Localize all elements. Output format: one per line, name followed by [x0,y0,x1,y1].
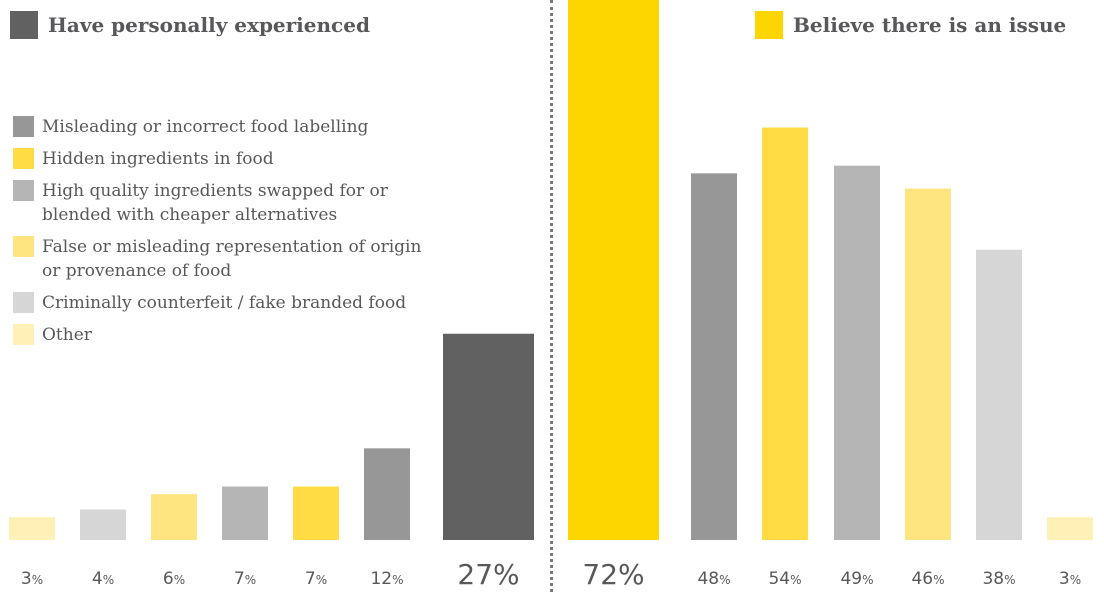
legend-item-other: Other [13,323,433,347]
heading-personally-experienced: Have personally experienced [10,11,370,39]
bar-believe-0 [568,0,659,540]
legend-item-labelling: Misleading or incorrect food labelling [13,115,433,139]
value-label-believe-0: 72% [582,558,644,591]
legend-swatch-hidden-ingredients [13,148,34,169]
value-label-experienced-1: 4% [92,569,114,589]
bar-believe-1 [691,173,737,541]
heading-believe-issue: Believe there is an issue [755,11,1066,39]
value-label-experienced-0: 3% [21,569,43,589]
legend-swatch-labelling [13,116,34,137]
bar-experienced-3 [222,486,268,540]
heading-right-text: Believe there is an issue [793,13,1067,37]
legend-swatch-origin [13,236,34,257]
bar-experienced-1 [80,509,126,540]
legend-swatch-other [13,324,34,345]
legend-label-labelling: Misleading or incorrect food labelling [42,117,369,137]
legend-label-swapped-ingredients: High quality ingredients swapped for or … [42,181,388,225]
value-label-experienced-6: 27% [457,558,519,591]
heading-left-text: Have personally experienced [48,13,370,37]
bar-believe-6 [1047,517,1093,540]
value-label-believe-5: 38% [982,569,1015,589]
value-label-believe-6: 3% [1059,569,1081,589]
value-label-experienced-4: 7% [305,569,327,589]
heading-swatch-yellow [755,11,783,39]
value-label-believe-4: 46% [911,569,944,589]
legend-item-swapped-ingredients: High quality ingredients swapped for or … [13,179,433,227]
legend-swatch-counterfeit [13,292,34,313]
bar-believe-2 [762,127,808,540]
bar-experienced-6 [443,333,534,540]
value-label-believe-1: 48% [697,569,730,589]
legend-item-counterfeit: Criminally counterfeit / fake branded fo… [13,291,433,315]
heading-swatch-dark [10,11,38,39]
value-label-experienced-3: 7% [234,569,256,589]
legend-label-other: Other [42,325,92,345]
chart-divider [550,0,553,592]
legend-label-hidden-ingredients: Hidden ingredients in food [42,149,274,169]
legend-label-origin: False or misleading representation of or… [42,237,422,281]
legend-label-counterfeit: Criminally counterfeit / fake branded fo… [42,293,407,313]
bar-experienced-5 [364,448,410,540]
value-label-believe-3: 49% [840,569,873,589]
value-label-believe-2: 54% [768,569,801,589]
bar-experienced-2 [151,494,197,540]
bar-experienced-4 [293,486,339,540]
bar-believe-5 [976,249,1022,540]
value-label-experienced-5: 12% [370,569,403,589]
legend: Misleading or incorrect food labelling H… [13,115,433,355]
legend-swatch-swapped-ingredients [13,180,34,201]
bar-experienced-0 [9,517,55,540]
bar-believe-4 [905,188,951,540]
bar-believe-3 [834,165,880,540]
legend-item-hidden-ingredients: Hidden ingredients in food [13,147,433,171]
value-label-experienced-2: 6% [163,569,185,589]
legend-item-origin: False or misleading representation of or… [13,235,433,283]
